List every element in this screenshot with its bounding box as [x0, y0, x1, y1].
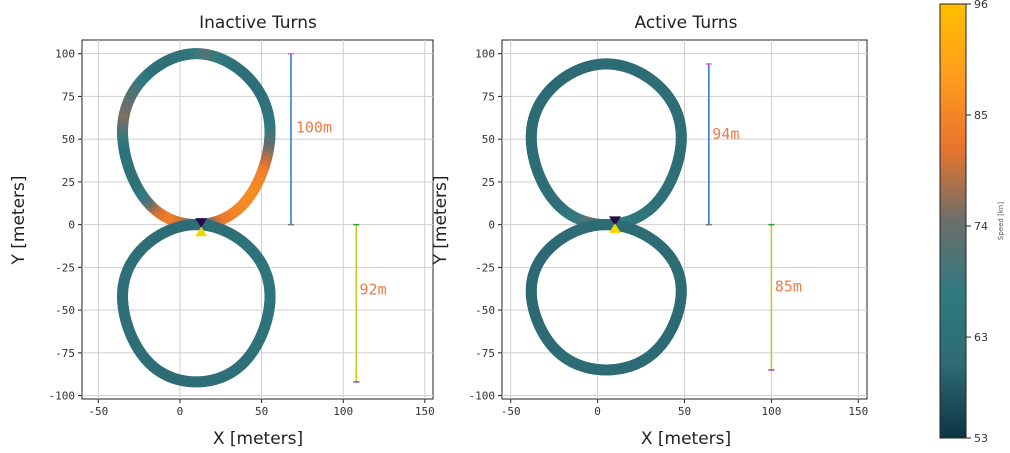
y-tick-label: 100: [475, 48, 495, 61]
dimension-label: 92m: [360, 281, 387, 299]
position-markers: [195, 218, 208, 237]
colorbar-gradient: [939, 3, 967, 439]
y-tick-label: -50: [55, 304, 75, 317]
subplot-title: Active Turns: [635, 13, 738, 33]
subplot-title: Inactive Turns: [199, 13, 317, 33]
y-tick-label: 75: [482, 90, 495, 103]
y-tick-label: 100: [55, 48, 75, 61]
y-axis-label: Y [meters]: [9, 175, 29, 265]
subplot-active-turns: 94m 85m -50 0 50 100 150 100 75 50 25 0 -25 -50 -75 -1…: [431, 13, 868, 449]
dimension-label: 94m: [712, 125, 739, 143]
x-tick-label: 50: [678, 405, 691, 418]
x-tick-label: 0: [594, 405, 601, 418]
y-tick-label: 25: [62, 176, 75, 189]
x-tick-label: 100: [761, 405, 781, 418]
colorbar-tick-label: 63: [974, 331, 988, 344]
y-tick-label: 0: [68, 219, 75, 232]
y-tick-label: -50: [475, 304, 495, 317]
y-tick-label: -100: [469, 390, 496, 403]
y-tick-label: -75: [55, 347, 75, 360]
x-tick-label: 100: [333, 405, 353, 418]
dimension-label: 85m: [775, 277, 802, 295]
x-tick-label: 150: [848, 405, 868, 418]
y-tick-label: 75: [62, 90, 75, 103]
start-marker: [195, 218, 208, 228]
y-tick-label: 50: [62, 133, 75, 146]
x-tick-label: -50: [88, 405, 108, 418]
x-tick-label: 150: [415, 405, 435, 418]
y-axis-label: Y [meters]: [431, 175, 451, 265]
x-tick-label: 50: [255, 405, 268, 418]
dimension-label: 100m: [296, 118, 332, 136]
y-tick-label: 50: [482, 133, 495, 146]
start-marker: [608, 216, 621, 227]
colorbar-tick-label: 85: [974, 109, 988, 122]
y-tick-label: 0: [488, 219, 495, 232]
trajectory: [525, 58, 687, 376]
colorbar-tick-label: 74: [974, 220, 988, 233]
colorbar-label: Speed [kn]: [997, 202, 1005, 240]
grid-lines: [502, 40, 867, 399]
tick-labels: -50 0 50 100 150 100 75 50 25 0 -25 -50 -75 -100: [49, 48, 435, 418]
y-tick-label: 25: [482, 176, 495, 189]
x-axis-label: X [meters]: [213, 429, 303, 449]
colorbar-tick-label: 53: [974, 432, 988, 445]
dimension-lines: 100m 92m: [287, 52, 387, 383]
colorbar-tick-label: 96: [974, 0, 988, 11]
y-tick-label: -75: [475, 347, 495, 360]
position-markers: [608, 216, 621, 233]
end-marker: [608, 223, 621, 233]
y-tick-label: -100: [49, 390, 76, 403]
colorbar: 53 63 74 85 96 Speed [kn]: [939, 0, 1005, 445]
x-axis-label: X [meters]: [641, 429, 731, 449]
x-tick-label: -50: [501, 405, 521, 418]
colorbar-ticks: 53 63 74 85 96: [966, 0, 988, 445]
dimension-lines: 94m 85m: [705, 63, 802, 371]
trajectory: [117, 48, 276, 388]
y-tick-label: -25: [55, 261, 75, 274]
tick-labels: -50 0 50 100 150 100 75 50 25 0 -25 -50 -75 -100: [469, 48, 869, 418]
y-tick-label: -25: [475, 261, 495, 274]
x-tick-label: 0: [177, 405, 184, 418]
end-marker: [195, 226, 208, 237]
